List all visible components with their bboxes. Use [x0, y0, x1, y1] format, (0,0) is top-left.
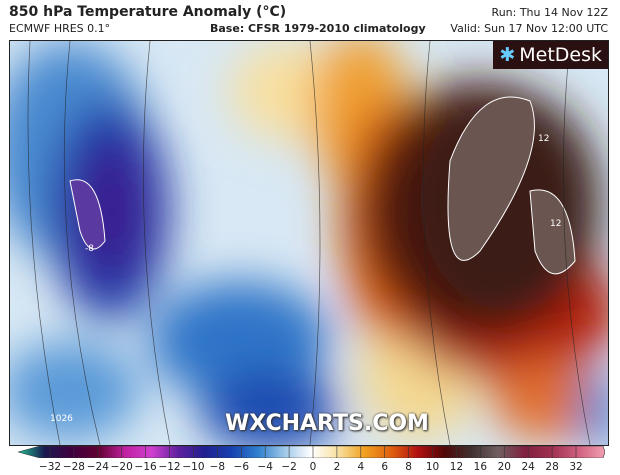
colorbar-tick-label: −4: [257, 461, 273, 473]
anomaly-map[interactable]: 12 12 -8 1026 ✱ MetDesk WXCHARTS.COM: [9, 40, 609, 446]
svg-text:12: 12: [550, 219, 561, 229]
colorbar-tick-label: −2: [281, 461, 297, 473]
metdesk-starburst-icon: ✱: [499, 44, 516, 66]
colorbar-tick-label: −28: [62, 461, 85, 473]
colorbar-tick-label: 6: [381, 461, 389, 473]
metdesk-logo: ✱ MetDesk: [493, 41, 608, 69]
colorbar-tick-label: −10: [182, 461, 205, 473]
base-label: Base: CFSR 1979-2010 climatology: [210, 22, 426, 35]
colorbar-labels: −32 −28 −24 −20 −16 −12 −10 −8 −6 −4 −2 0 2 4 6 8 10 12 16…: [0, 461, 620, 475]
colorbar-tick-label: 20: [497, 461, 511, 473]
colorbar-tick-label: 16: [473, 461, 488, 473]
contour-label: 12: [538, 134, 549, 144]
colorbar-tick-label: −16: [134, 461, 157, 473]
wxcharts-watermark: WXCHARTS.COM: [225, 411, 429, 436]
colorbar-tick-label: −12: [158, 461, 181, 473]
colorbar-tick-label: 28: [545, 461, 559, 473]
colorbar-tick-label: 32: [569, 461, 583, 473]
colorbar-tick-label: 24: [521, 461, 535, 473]
colorbar-tick-label: 2: [333, 461, 341, 473]
colorbar-tick-label: 4: [357, 461, 365, 473]
colorbar: [18, 446, 605, 458]
model-label: ECMWF HRES 0.1°: [9, 22, 111, 35]
map-field: 12 12 -8 1026: [10, 41, 608, 445]
colorbar-tick-label: 0: [309, 461, 317, 473]
colorbar-tick-label: 8: [405, 461, 412, 473]
colorbar-gradient: [18, 446, 605, 458]
svg-text:-8: -8: [85, 244, 94, 254]
colorbar-tick-label: −32: [38, 461, 62, 473]
colorbar-tick-label: −8: [209, 461, 226, 473]
colorbar-tick-label: −20: [110, 461, 133, 473]
colorbar-tick-label: −24: [86, 461, 109, 473]
valid-time: Valid: Sun 17 Nov 12:00 UTC: [450, 22, 608, 35]
colorbar-tick-label: −6: [233, 461, 250, 473]
run-time: Run: Thu 14 Nov 12Z: [491, 6, 608, 19]
colorbar-tick-label: 12: [449, 461, 464, 473]
colorbar-tick-label: 10: [425, 461, 440, 473]
chart-title: 850 hPa Temperature Anomaly (°C): [9, 4, 287, 20]
svg-text:1026: 1026: [50, 414, 73, 424]
